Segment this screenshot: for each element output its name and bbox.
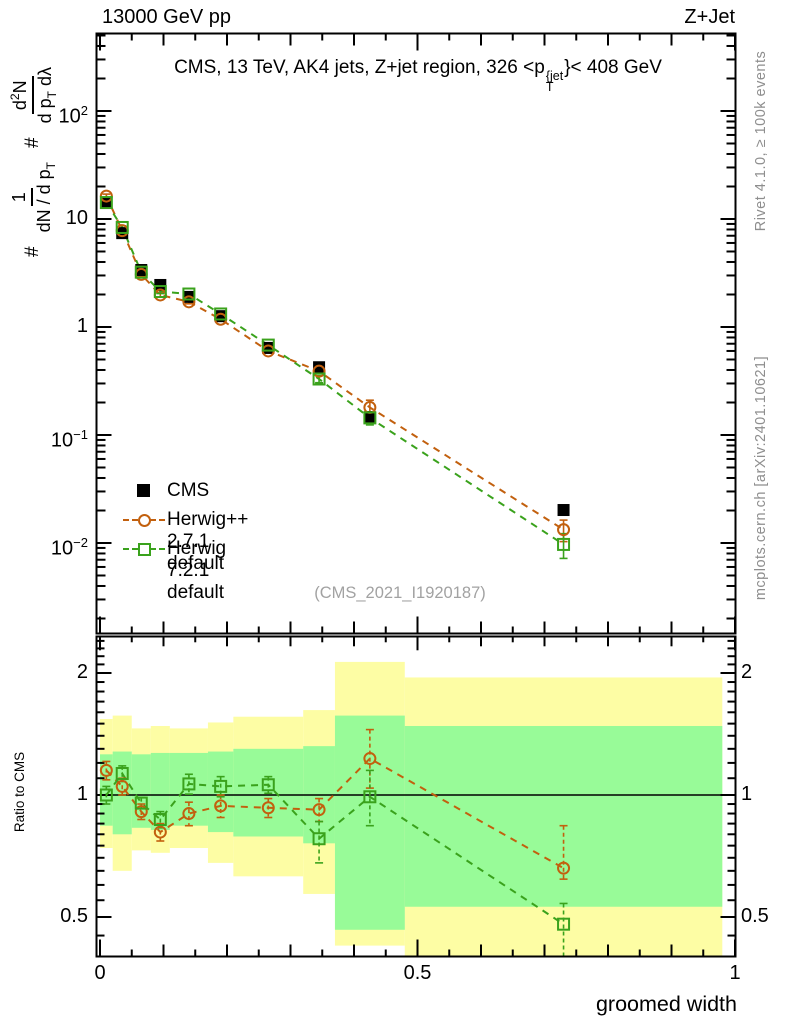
main-marker-open-circle	[312, 364, 326, 378]
ratio-line-1	[105, 757, 565, 870]
rivet-version-text: Rivet 4.1.0, ≥ 100k events	[753, 50, 769, 232]
main-marker-filled-square	[557, 504, 570, 517]
main-marker-open-square	[261, 338, 275, 352]
main-line-2	[105, 202, 565, 546]
x-axis-label: groomed width	[595, 992, 737, 1016]
header-beam-energy: 13000 GeV pp	[102, 6, 231, 28]
ratio-marker-open-square	[312, 832, 326, 846]
ratio-marker-open-square	[557, 917, 571, 931]
y-ratio-tick-label-right: 0.5	[741, 905, 769, 927]
analysis-watermark: (CMS_2021_I1920187)	[314, 584, 486, 602]
ratio-marker-open-circle	[261, 801, 275, 815]
ratio-marker-open-circle	[557, 861, 571, 875]
main-marker-open-square	[115, 220, 129, 234]
y-main-tick-label: 102	[58, 103, 88, 128]
ratio-marker-open-square	[182, 777, 196, 791]
ratio-marker-open-square	[153, 813, 167, 827]
y-main-tick-label: 10−1	[50, 427, 88, 452]
x-tick-label: 1	[729, 962, 741, 984]
ratio-marker-open-circle	[134, 805, 148, 819]
main-marker-open-circle	[182, 295, 196, 309]
ratio-marker-open-square	[214, 779, 228, 793]
plot-title: CMS, 13 TeV, AK4 jets, Z+jet region, 326…	[174, 57, 662, 94]
ratio-marker-open-circle	[115, 779, 129, 793]
main-marker-open-square	[557, 537, 571, 551]
main-line-1	[105, 195, 565, 531]
main-panel-frame	[95, 32, 737, 635]
y-ratio-tick-label-right: 2	[741, 660, 753, 683]
ratio-y-axis-label: Ratio to CMS	[12, 751, 27, 833]
cms-filled-square-marker	[137, 484, 150, 497]
main-marker-open-square	[312, 372, 326, 386]
x-tick-label: 0	[94, 962, 106, 984]
main-marker-open-circle	[557, 523, 571, 537]
ratio-marker-open-circle	[99, 763, 113, 777]
ratio-band-green	[150, 752, 170, 830]
main-marker-filled-square	[363, 411, 376, 424]
main-marker-open-square	[214, 307, 228, 321]
main-marker-open-square	[153, 285, 167, 299]
ratio-line-2	[105, 771, 565, 926]
ratio-marker-open-square	[99, 788, 113, 802]
herwig7-open-square-marker	[138, 543, 151, 556]
ratio-marker-open-square	[115, 766, 129, 780]
y-ratio-tick-label-right: 1	[741, 783, 753, 805]
ratio-marker-open-circle	[182, 807, 196, 821]
x-tick-label: 0.5	[403, 962, 432, 984]
main-marker-filled-square	[154, 278, 167, 291]
ratio-marker-open-circle	[312, 803, 326, 817]
main-y-axis-label: # 1 dN / d pT # d2N d pT dλ	[4, 10, 62, 310]
y-main-tick-label: 1	[76, 315, 88, 337]
main-marker-open-square	[363, 411, 377, 425]
ratio-marker-open-circle	[153, 825, 167, 839]
y-main-tick-label: 10	[65, 207, 88, 229]
ratio-marker-open-square	[261, 778, 275, 792]
main-marker-filled-square	[313, 361, 326, 374]
ratio-marker-open-square	[363, 790, 377, 804]
y-ratio-tick-label-left: 1	[76, 783, 88, 805]
y-ratio-tick-label-left: 0.5	[60, 905, 88, 927]
main-marker-open-square	[134, 265, 148, 279]
y-main-tick-label: 10−2	[50, 535, 88, 560]
mcplots-arxiv-text: mcplots.cern.ch [arXiv:2401.10621]	[753, 355, 769, 601]
herwigpp-open-circle-marker	[138, 514, 151, 527]
main-marker-open-square	[182, 287, 196, 301]
ratio-marker-open-square	[134, 796, 148, 810]
main-marker-open-square	[99, 196, 113, 210]
header-process: Z+Jet	[684, 6, 735, 28]
ratio-marker-open-circle	[214, 799, 228, 813]
y-ratio-tick-label-left: 2	[76, 660, 88, 683]
ratio-panel-frame	[95, 635, 737, 958]
ratio-marker-open-circle	[363, 752, 377, 766]
pt-jet-stack: {jet T	[545, 69, 564, 94]
